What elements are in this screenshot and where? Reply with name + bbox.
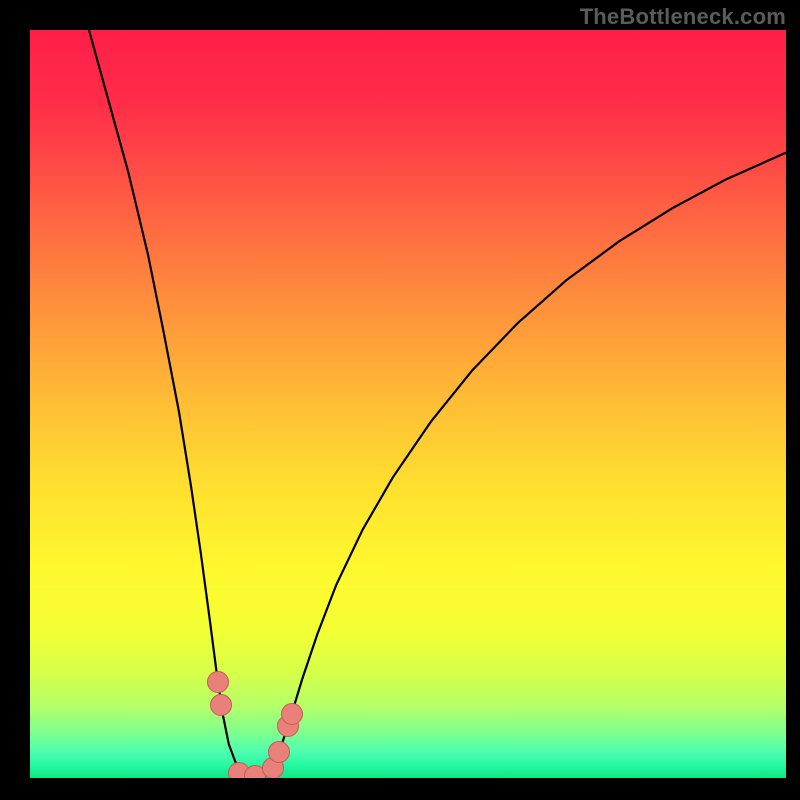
curve-layer [30,30,786,778]
data-point [210,694,232,716]
watermark-text: TheBottleneck.com [580,4,786,30]
right-curve [264,153,786,776]
data-point [281,703,303,725]
plot-area [30,30,786,778]
data-point [268,741,290,763]
data-point [207,671,229,693]
left-curve [89,30,246,776]
